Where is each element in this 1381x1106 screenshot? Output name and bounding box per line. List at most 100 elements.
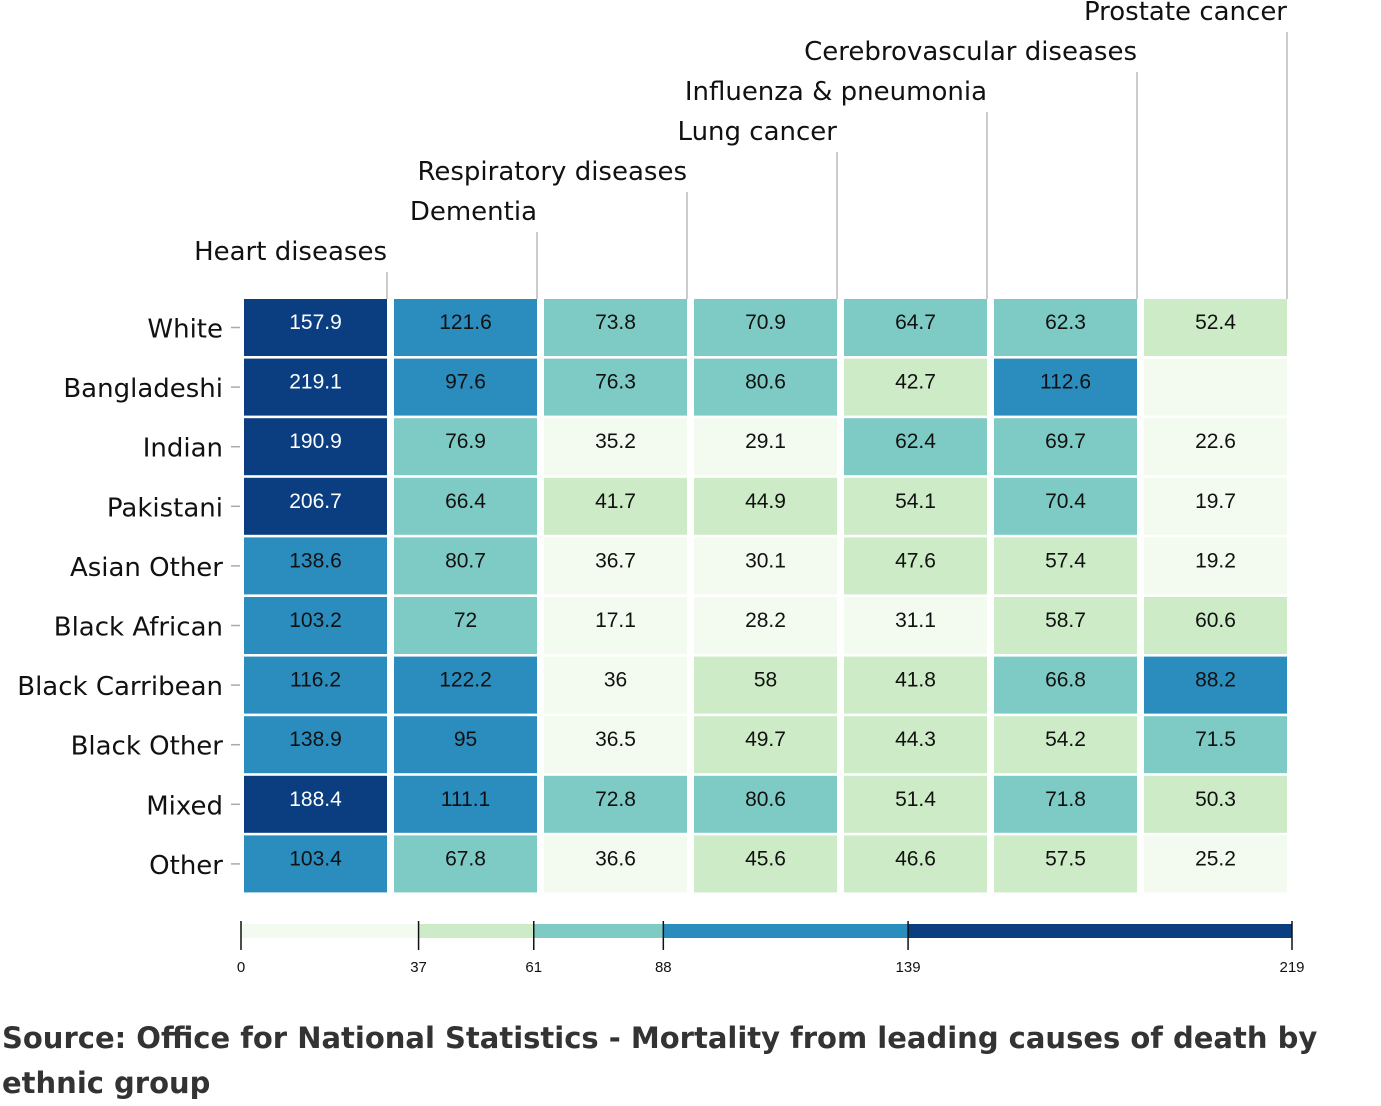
cell-value-label: 76.9 bbox=[445, 430, 486, 453]
heatmap-cell bbox=[394, 597, 537, 654]
heatmap-cell bbox=[1144, 358, 1287, 416]
heatmap-cell bbox=[394, 835, 537, 893]
column-labels: Heart diseases Dementia Respiratory diseas… bbox=[194, 0, 1288, 299]
heatmap-cell bbox=[394, 299, 537, 356]
legend-tick-label: 88 bbox=[655, 959, 672, 976]
cell-value-label: 45.6 bbox=[745, 847, 786, 870]
heatmap-cell bbox=[844, 537, 987, 595]
legend-tick-label: 139 bbox=[896, 959, 921, 976]
row-label: Indian bbox=[143, 434, 223, 464]
heatmap-cell bbox=[244, 775, 387, 833]
legend-swatch bbox=[908, 924, 1292, 938]
cell-value-label: 36 bbox=[604, 669, 627, 692]
cell-value-label: 116.2 bbox=[290, 669, 341, 692]
legend-tick-label: 37 bbox=[410, 959, 427, 976]
cell-value-label: 62.3 bbox=[1045, 311, 1086, 334]
row-label: Pakistani bbox=[107, 493, 223, 523]
cell-value-label: 57.5 bbox=[1045, 847, 1086, 870]
cell-value-label: 41.8 bbox=[895, 669, 936, 692]
column-label: Dementia bbox=[410, 197, 537, 227]
cell-value-label: 60.6 bbox=[1195, 609, 1236, 632]
cell-value-label: 62.4 bbox=[895, 430, 936, 453]
cell-value-label: 111.1 bbox=[441, 788, 490, 811]
cell-value-label: 58.7 bbox=[1045, 609, 1086, 632]
cell-value-label: 19.2 bbox=[1195, 549, 1236, 572]
cell-value-label: 88.2 bbox=[1195, 669, 1236, 692]
legend-swatch bbox=[533, 924, 664, 938]
cell-value-label: 36.6 bbox=[595, 847, 636, 870]
cell-value-label: 52.4 bbox=[1195, 311, 1236, 334]
heatmap-cell bbox=[544, 299, 687, 356]
cell-value-label: 44.3 bbox=[895, 728, 936, 751]
heatmap-cell bbox=[1144, 477, 1287, 535]
cell-value-label: 64.7 bbox=[895, 311, 936, 334]
heatmap-cell bbox=[394, 358, 537, 416]
heatmap-cell bbox=[244, 537, 387, 595]
heatmap-cell bbox=[1144, 716, 1287, 774]
heatmap-cell bbox=[244, 299, 387, 356]
cell-value-label: 138.6 bbox=[289, 549, 342, 572]
heatmap-cell bbox=[994, 537, 1137, 595]
heatmap-cell bbox=[694, 477, 837, 535]
cell-value-label: 19.7 bbox=[1195, 490, 1236, 513]
heatmap-cell bbox=[1144, 835, 1287, 893]
heatmap-cell bbox=[544, 597, 687, 654]
legend-swatch bbox=[663, 924, 909, 938]
heatmap-cell bbox=[544, 537, 687, 595]
row-label: Mixed bbox=[146, 791, 223, 821]
heatmap-cell bbox=[844, 656, 987, 714]
cell-value-label: 80.6 bbox=[745, 788, 786, 811]
cell-value-label: 51.4 bbox=[895, 788, 936, 811]
heatmap-cell bbox=[394, 418, 537, 476]
heatmap-cell bbox=[694, 656, 837, 714]
cell-value-label: 70.9 bbox=[745, 311, 786, 334]
cell-value-label: 72.8 bbox=[595, 788, 636, 811]
cell-value-label: 28.2 bbox=[745, 609, 786, 632]
heatmap-cell bbox=[244, 716, 387, 774]
cell-value-label: 72 bbox=[454, 609, 477, 632]
heatmap-cell bbox=[394, 537, 537, 595]
cell-value-label: 97.6 bbox=[445, 371, 486, 394]
row-label: Asian Other bbox=[70, 553, 223, 583]
heatmap-cell bbox=[394, 656, 537, 714]
heatmap-cell bbox=[244, 597, 387, 654]
cell-value-label: 49.7 bbox=[745, 728, 786, 751]
heatmap-cell bbox=[994, 358, 1137, 416]
cell-value-label: 69.7 bbox=[1045, 430, 1086, 453]
cell-value-label: 47.6 bbox=[895, 549, 936, 572]
heatmap-cell bbox=[544, 477, 687, 535]
heatmap-cell bbox=[994, 477, 1137, 535]
heatmap-cell bbox=[994, 775, 1137, 833]
cell-value-label: 58 bbox=[754, 669, 777, 692]
cell-value-label: 25.2 bbox=[1195, 847, 1236, 870]
heatmap-cell bbox=[244, 477, 387, 535]
cell-value-label: 17.1 bbox=[595, 609, 636, 632]
cell-value-label: 42.7 bbox=[895, 371, 936, 394]
heatmap-cell bbox=[544, 835, 687, 893]
heatmap-cell bbox=[994, 418, 1137, 476]
legend-swatch bbox=[241, 924, 419, 938]
cell-value-label: 112.6 bbox=[1040, 371, 1091, 394]
heatmap-cell bbox=[244, 656, 387, 714]
cell-value-label: 95 bbox=[454, 728, 477, 751]
heatmap-cell bbox=[994, 299, 1137, 356]
heatmap-chart: Heart diseases Dementia Respiratory diseas… bbox=[17, 0, 1304, 976]
heatmap-cell bbox=[694, 358, 837, 416]
heatmap-cell bbox=[244, 358, 387, 416]
cell-value-label: 103.4 bbox=[289, 847, 342, 870]
legend-tick-label: 0 bbox=[237, 959, 245, 976]
heatmap-cells: 157.9 121.6 73.8 70.9 64.7 62.3 52.4 219.1 97.6 7… bbox=[244, 299, 1287, 893]
cell-value-label: 219.1 bbox=[289, 371, 342, 394]
cell-value-label: 30.1 bbox=[745, 549, 786, 572]
cell-value-label: 157.9 bbox=[289, 311, 342, 334]
heatmap-cell bbox=[844, 299, 987, 356]
column-label: Respiratory diseases bbox=[417, 157, 687, 187]
heatmap-cell bbox=[244, 418, 387, 476]
heatmap-cell bbox=[694, 775, 837, 833]
heatmap-cell bbox=[694, 835, 837, 893]
cell-value-label: 76.3 bbox=[595, 371, 636, 394]
cell-value-label: 41.7 bbox=[595, 490, 636, 513]
row-label: Black African bbox=[54, 613, 223, 643]
heatmap-cell bbox=[694, 716, 837, 774]
heatmap-cell bbox=[1144, 775, 1287, 833]
